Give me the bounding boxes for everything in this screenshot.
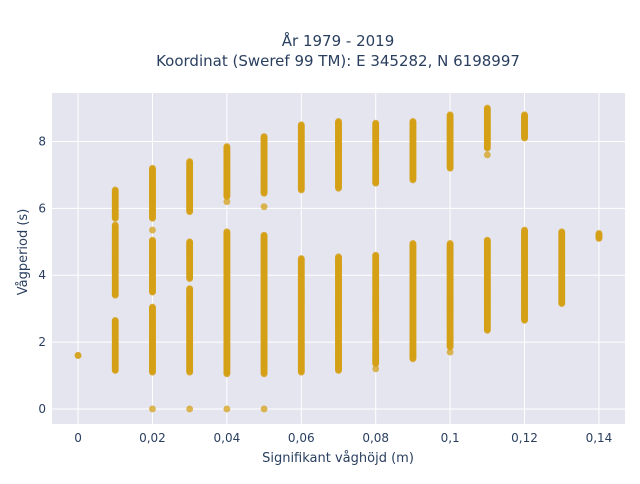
- data-point: [483, 236, 491, 244]
- data-point: [521, 111, 528, 119]
- data-point: [297, 121, 305, 129]
- data-point: [223, 405, 231, 413]
- x-tick-label: 0,02: [139, 431, 166, 445]
- data-point: [149, 288, 156, 296]
- y-tick-label: 8: [38, 134, 46, 148]
- data-points: [74, 104, 603, 413]
- y-tick-label: 4: [38, 268, 46, 282]
- data-point: [297, 255, 305, 262]
- x-tick-label: 0: [74, 431, 82, 445]
- chart-title-line-2: Koordinat (Sweref 99 TM): E 345282, N 61…: [156, 52, 520, 70]
- x-tick-label: 0,04: [214, 431, 241, 445]
- y-tick-label: 6: [38, 201, 46, 215]
- data-point: [260, 133, 268, 140]
- data-point: [335, 253, 342, 261]
- data-point: [111, 316, 119, 324]
- data-point: [186, 238, 194, 246]
- data-point: [409, 240, 417, 247]
- x-tick-label: 0,08: [362, 431, 389, 445]
- data-point: [223, 143, 231, 150]
- data-point: [595, 230, 603, 237]
- x-axis-title: Signifikant våghöjd (m): [262, 451, 414, 466]
- data-point: [74, 352, 82, 359]
- data-point: [372, 251, 380, 259]
- data-point: [149, 226, 156, 234]
- x-tick-label: 0,14: [586, 431, 613, 445]
- x-axis-ticks: 0 0,02 0,04 0,06 0,08 0,1 0,12 0,14: [74, 431, 612, 445]
- data-point: [223, 228, 231, 236]
- data-point: [186, 285, 194, 292]
- data-point: [260, 203, 268, 211]
- data-point: [521, 226, 528, 234]
- data-point: [186, 158, 194, 165]
- data-point: [483, 151, 491, 159]
- data-point: [483, 104, 491, 112]
- data-point: [149, 303, 156, 311]
- data-point: [149, 164, 156, 172]
- data-point: [335, 118, 342, 125]
- x-tick-label: 0,12: [511, 431, 538, 445]
- data-point: [260, 405, 268, 413]
- data-point: [149, 236, 156, 244]
- data-point: [521, 126, 528, 134]
- data-point: [558, 228, 566, 236]
- chart-title-line-1: År 1979 - 2019: [282, 31, 395, 50]
- data-point: [446, 111, 454, 119]
- x-tick-label: 0,1: [441, 431, 460, 445]
- data-point: [409, 118, 417, 125]
- y-axis-title: Vågperiod (s): [16, 209, 31, 296]
- y-axis-ticks: 0 2 4 6 8: [38, 134, 46, 415]
- data-point: [111, 221, 119, 229]
- y-tick-label: 0: [38, 402, 46, 416]
- data-point: [149, 405, 156, 413]
- data-point: [186, 405, 194, 413]
- data-point: [111, 186, 119, 194]
- y-tick-label: 2: [38, 335, 46, 349]
- data-point: [372, 365, 380, 373]
- x-tick-label: 0,06: [288, 431, 315, 445]
- data-point: [446, 240, 454, 247]
- data-point: [372, 119, 380, 127]
- data-point: [260, 231, 268, 239]
- data-point: [223, 198, 231, 206]
- data-point: [446, 348, 454, 356]
